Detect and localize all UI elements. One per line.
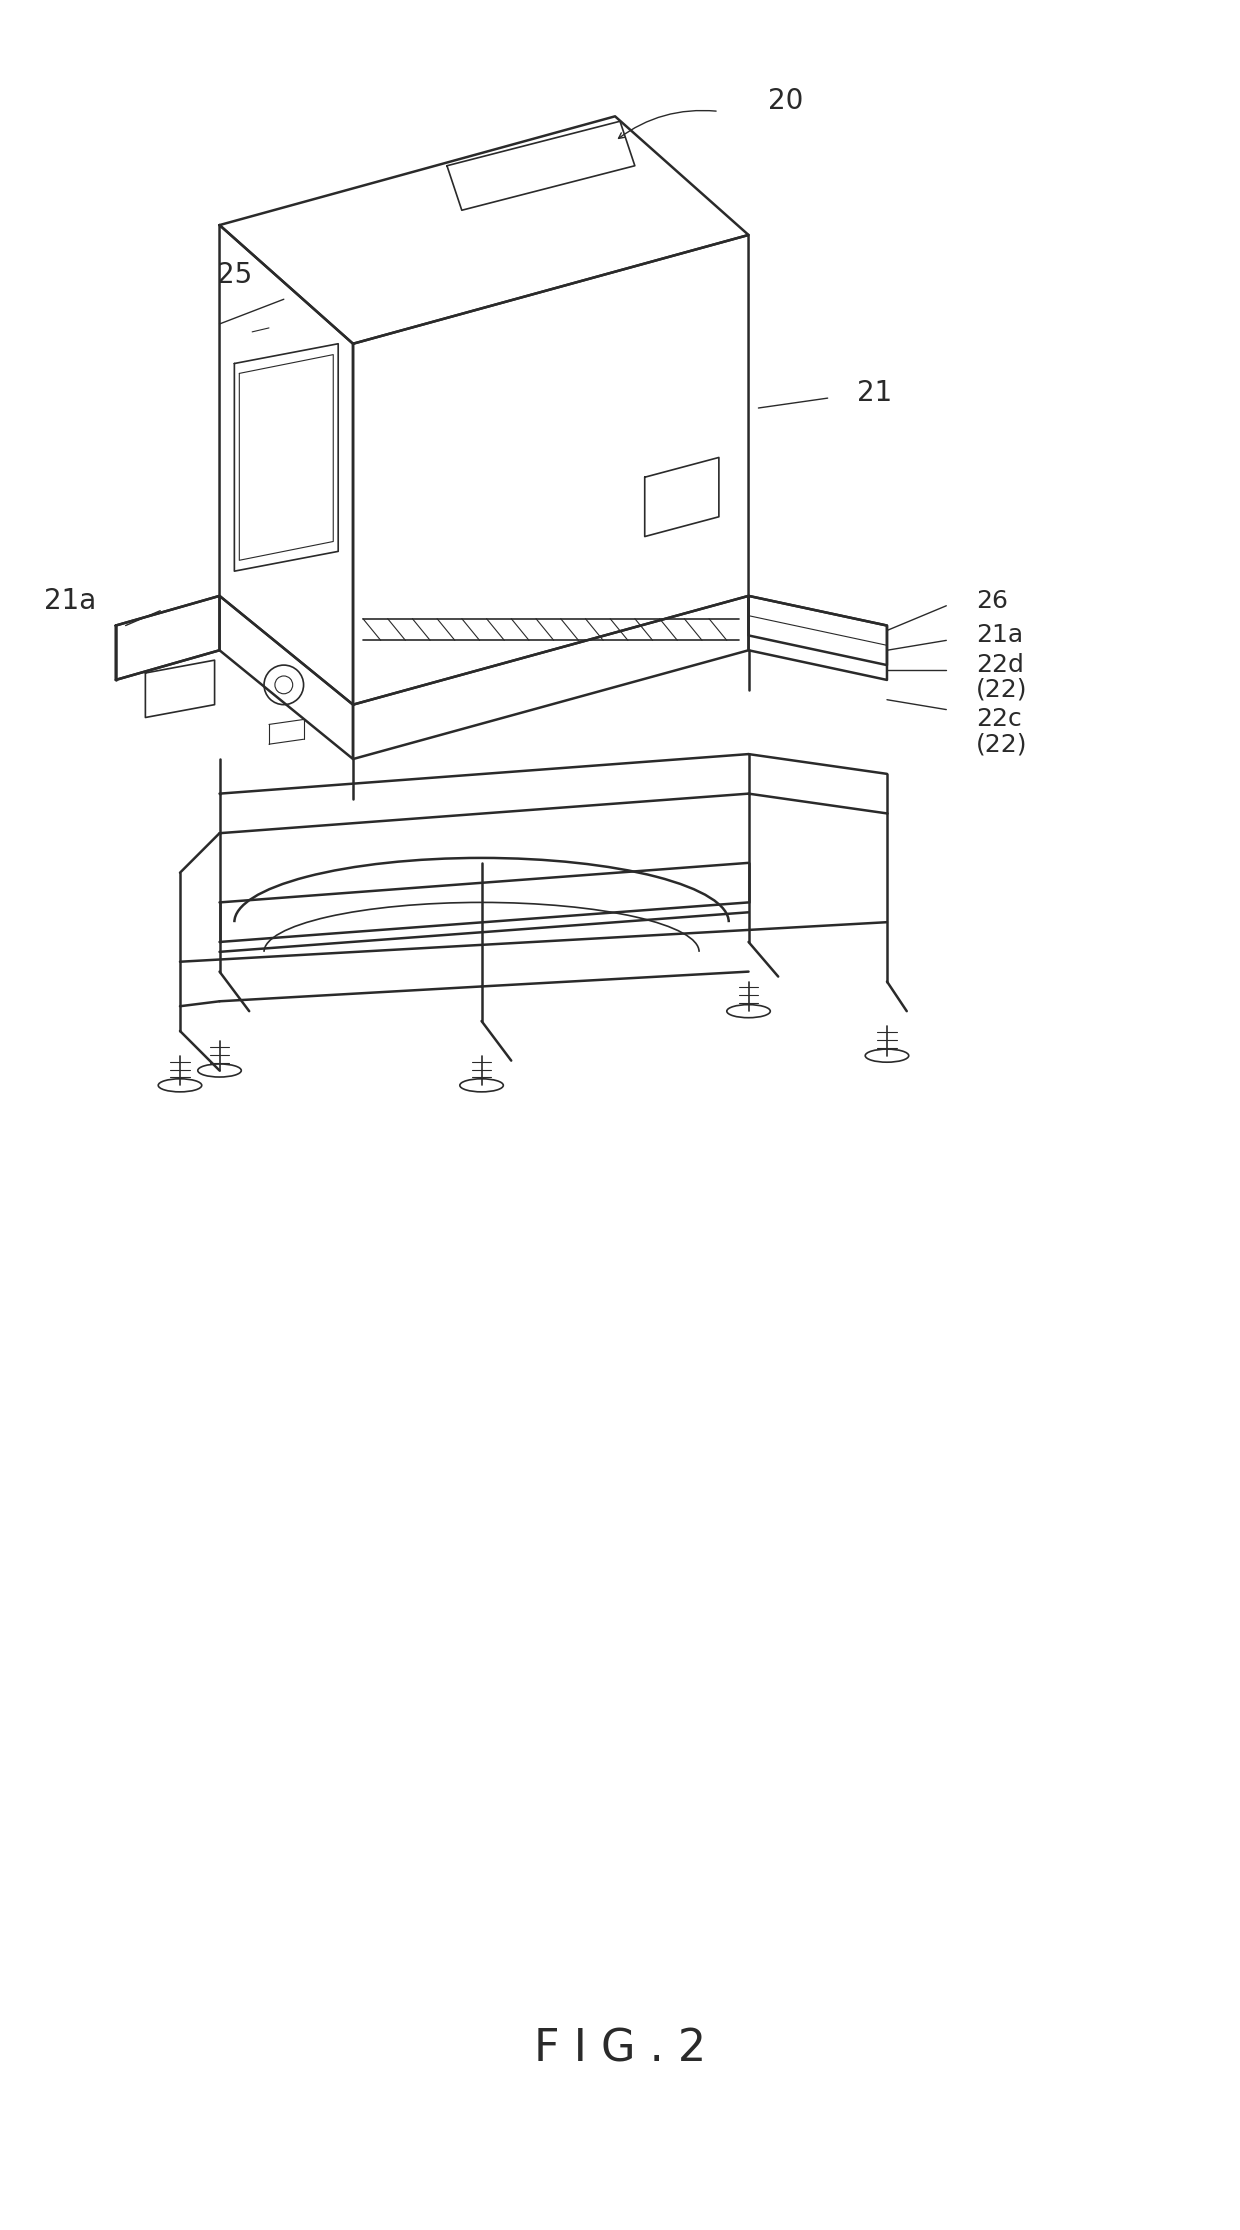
Ellipse shape — [198, 1064, 242, 1077]
Text: 26: 26 — [976, 589, 1008, 613]
Text: 22c: 22c — [976, 707, 1022, 731]
Text: 25: 25 — [217, 261, 252, 288]
Text: (22): (22) — [976, 678, 1028, 702]
Text: 20: 20 — [769, 87, 804, 116]
Text: 21a: 21a — [976, 624, 1023, 647]
Text: 22d: 22d — [976, 653, 1024, 678]
Text: 21a: 21a — [43, 586, 95, 615]
Text: F I G . 2: F I G . 2 — [534, 2027, 706, 2072]
Text: (22): (22) — [976, 731, 1028, 756]
Ellipse shape — [460, 1079, 503, 1093]
Ellipse shape — [866, 1048, 909, 1061]
Ellipse shape — [159, 1079, 202, 1093]
Ellipse shape — [727, 1006, 770, 1017]
Text: 21: 21 — [857, 379, 893, 408]
